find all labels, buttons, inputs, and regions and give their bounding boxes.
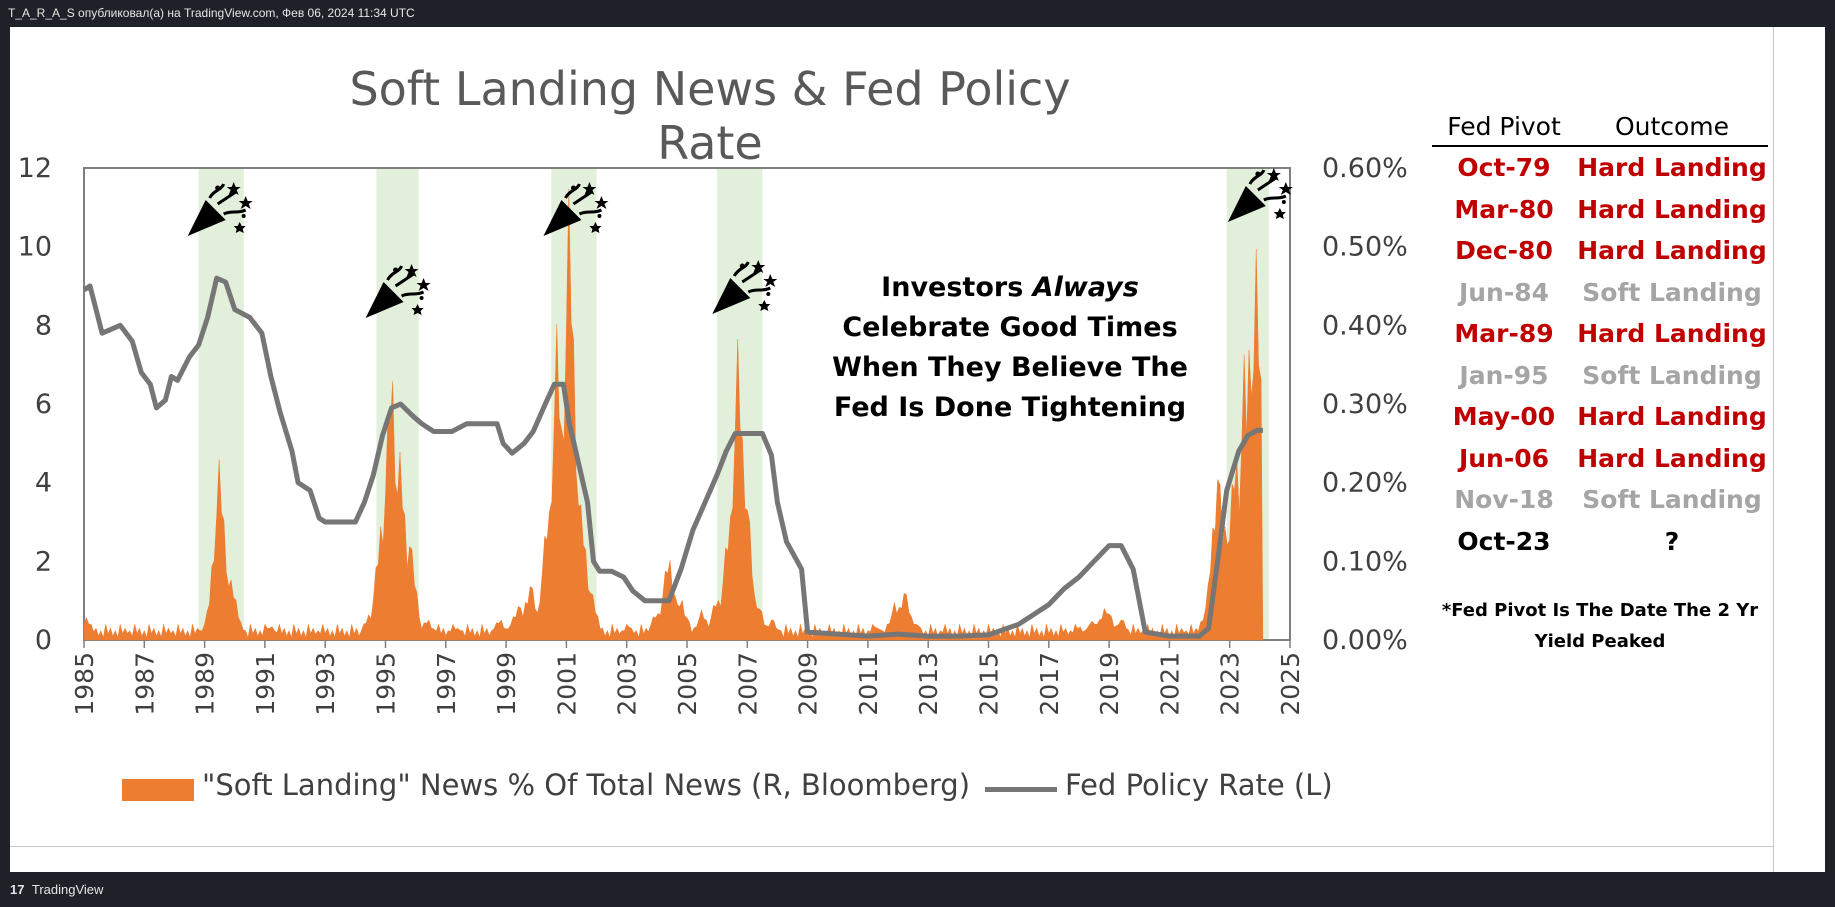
pivot-table-row: Oct-23? [1432,521,1768,563]
x-tick-label: 1985 [70,652,99,716]
pivot-outcome: Soft Landing [1582,360,1762,390]
pivot-table-row: Jun-84 Soft Landing [1432,272,1768,314]
y-left-tick-label: 8 [35,310,52,341]
pivot-outcome: Hard Landing [1577,153,1767,183]
pivot-date: Jun-84 [1458,277,1550,307]
pivot-date: Mar-80 [1454,194,1554,224]
footnote-line-2: Yield Peaked [1534,631,1666,652]
x-tick-label: 2009 [794,652,823,716]
x-tick-label: 2005 [673,652,702,716]
pivot-table-row: Jun-06 Hard Landing [1432,438,1768,480]
y-right-tick-label: 0.40% [1322,310,1408,341]
annotation-line-3: When They Believe The [832,352,1188,383]
pivot-date: Dec-80 [1455,236,1553,266]
pivot-footnote: *Fed Pivot Is The Date The 2 Yr Yield Pe… [1432,595,1768,657]
fed-rate-line [82,275,1263,639]
pivot-outcome: Soft Landing [1582,277,1762,307]
x-tick-label: 2017 [1035,652,1064,716]
annotation-line-4: Fed Is Done Tightening [833,392,1187,423]
pivot-outcome: Hard Landing [1577,319,1767,349]
pivot-outcome: ? [1664,526,1680,556]
pivot-date: May-00 [1452,402,1556,432]
pivot-outcome: Hard Landing [1577,236,1767,266]
pivot-table: Fed Pivot Outcome Oct-79 Hard Landing Mar-… [1432,112,1768,562]
y-right-tick-label: 0.50% [1322,232,1408,263]
x-tick-label: 2023 [1216,652,1245,716]
y-left-tick-label: 12 [18,153,52,184]
legend-rate-swatch [985,787,1057,792]
pivot-table-row: May-00 Hard Landing [1432,396,1768,438]
party-popper-icon [712,260,778,314]
party-popper-icon [365,264,431,318]
pivot-date: Nov-18 [1454,485,1554,515]
tradingview-footer[interactable]: 17 TradingView [0,872,1835,907]
pivot-table-body: Oct-79 Hard Landing Mar-80 Hard Landing Dec-… [1432,147,1768,562]
x-tick-label: 1999 [492,652,521,716]
pivot-date: Mar-89 [1454,319,1554,349]
header-outcome: Outcome [1614,112,1730,141]
x-tick-label: 2003 [613,652,642,716]
pivot-outcome: Hard Landing [1577,194,1767,224]
pivot-table-row: Jan-95 Soft Landing [1432,355,1768,397]
x-tick-label: 1991 [251,652,280,716]
tradingview-brand: TradingView [31,882,104,897]
pivot-table-row: Mar-80 Hard Landing [1432,189,1768,231]
y-left-tick-label: 4 [35,468,52,499]
pivot-table-header: Fed Pivot Outcome [1432,112,1768,147]
party-popper-icon [1227,168,1293,222]
y-left-tick-label: 10 [18,232,52,263]
y-right-tick-label: 0.60% [1322,153,1408,184]
pivot-date: Jan-95 [1459,360,1549,390]
y-right-tick-label: 0.00% [1322,625,1408,656]
annotation-line-2: Celebrate Good Times [842,312,1178,343]
pivot-outcome: Soft Landing [1582,485,1762,515]
pivot-table-row: Nov-18 Soft Landing [1432,479,1768,521]
x-tick-label: 1995 [372,652,401,716]
pane-divider-vertical[interactable] [1773,27,1774,872]
party-popper-icon [543,182,609,236]
y-right-tick-label: 0.20% [1322,468,1408,499]
pane-divider-horizontal[interactable] [10,846,1773,847]
annotation-line-1a: Investors [881,272,1024,303]
chart-annotation: Investors Always Celebrate Good Times Wh… [820,268,1200,428]
x-tick-label: 1993 [311,652,340,716]
pivot-table-row: Mar-89 Hard Landing [1432,313,1768,355]
legend-rate-label: Fed Policy Rate (L) [1065,768,1333,802]
y-left-tick-label: 6 [35,389,52,420]
y-left-tick-label: 2 [35,546,52,577]
pivot-table-row: Dec-80 Hard Landing [1432,230,1768,272]
pivot-outcome: Hard Landing [1577,402,1767,432]
tradingview-logo-icon: 17 [10,882,25,897]
legend-news-label: "Soft Landing" News % Of Total News (R, … [202,768,971,802]
x-tick-label: 2025 [1276,652,1305,716]
chart-title: Soft Landing News & Fed Policy Rate [349,62,1071,170]
footnote-line-1: *Fed Pivot Is The Date The 2 Yr [1441,600,1759,621]
y-right-tick-label: 0.10% [1322,546,1408,577]
pivot-date: Oct-79 [1457,153,1551,183]
x-tick-label: 2011 [854,652,883,716]
pivot-date: Jun-06 [1458,443,1550,473]
x-tick-label: 2015 [975,652,1004,716]
party-popper-icon [187,182,253,236]
legend-news-swatch [122,779,194,801]
x-tick-label: 2013 [914,652,943,716]
pivot-table-row: Oct-79 Hard Landing [1432,147,1768,189]
x-tick-label: 2007 [733,652,762,716]
header-fed-pivot: Fed Pivot [1447,112,1561,141]
publish-info-bar: T_A_R_A_S опубликовал(а) на TradingView.… [0,0,1835,27]
y-left-tick-label: 0 [35,625,52,656]
publish-info-text: T_A_R_A_S опубликовал(а) на TradingView.… [8,6,415,20]
x-tick-label: 2001 [552,652,581,716]
annotation-line-1b: Always [1032,272,1139,303]
pivot-date: Oct-23 [1457,526,1551,556]
x-tick-label: 2021 [1155,652,1184,716]
x-tick-label: 1989 [191,652,220,716]
pivot-outcome: Hard Landing [1577,443,1767,473]
x-tick-label: 1997 [432,652,461,716]
x-tick-label: 1987 [130,652,159,716]
y-right-tick-label: 0.30% [1322,389,1408,420]
x-tick-label: 2019 [1095,652,1124,716]
